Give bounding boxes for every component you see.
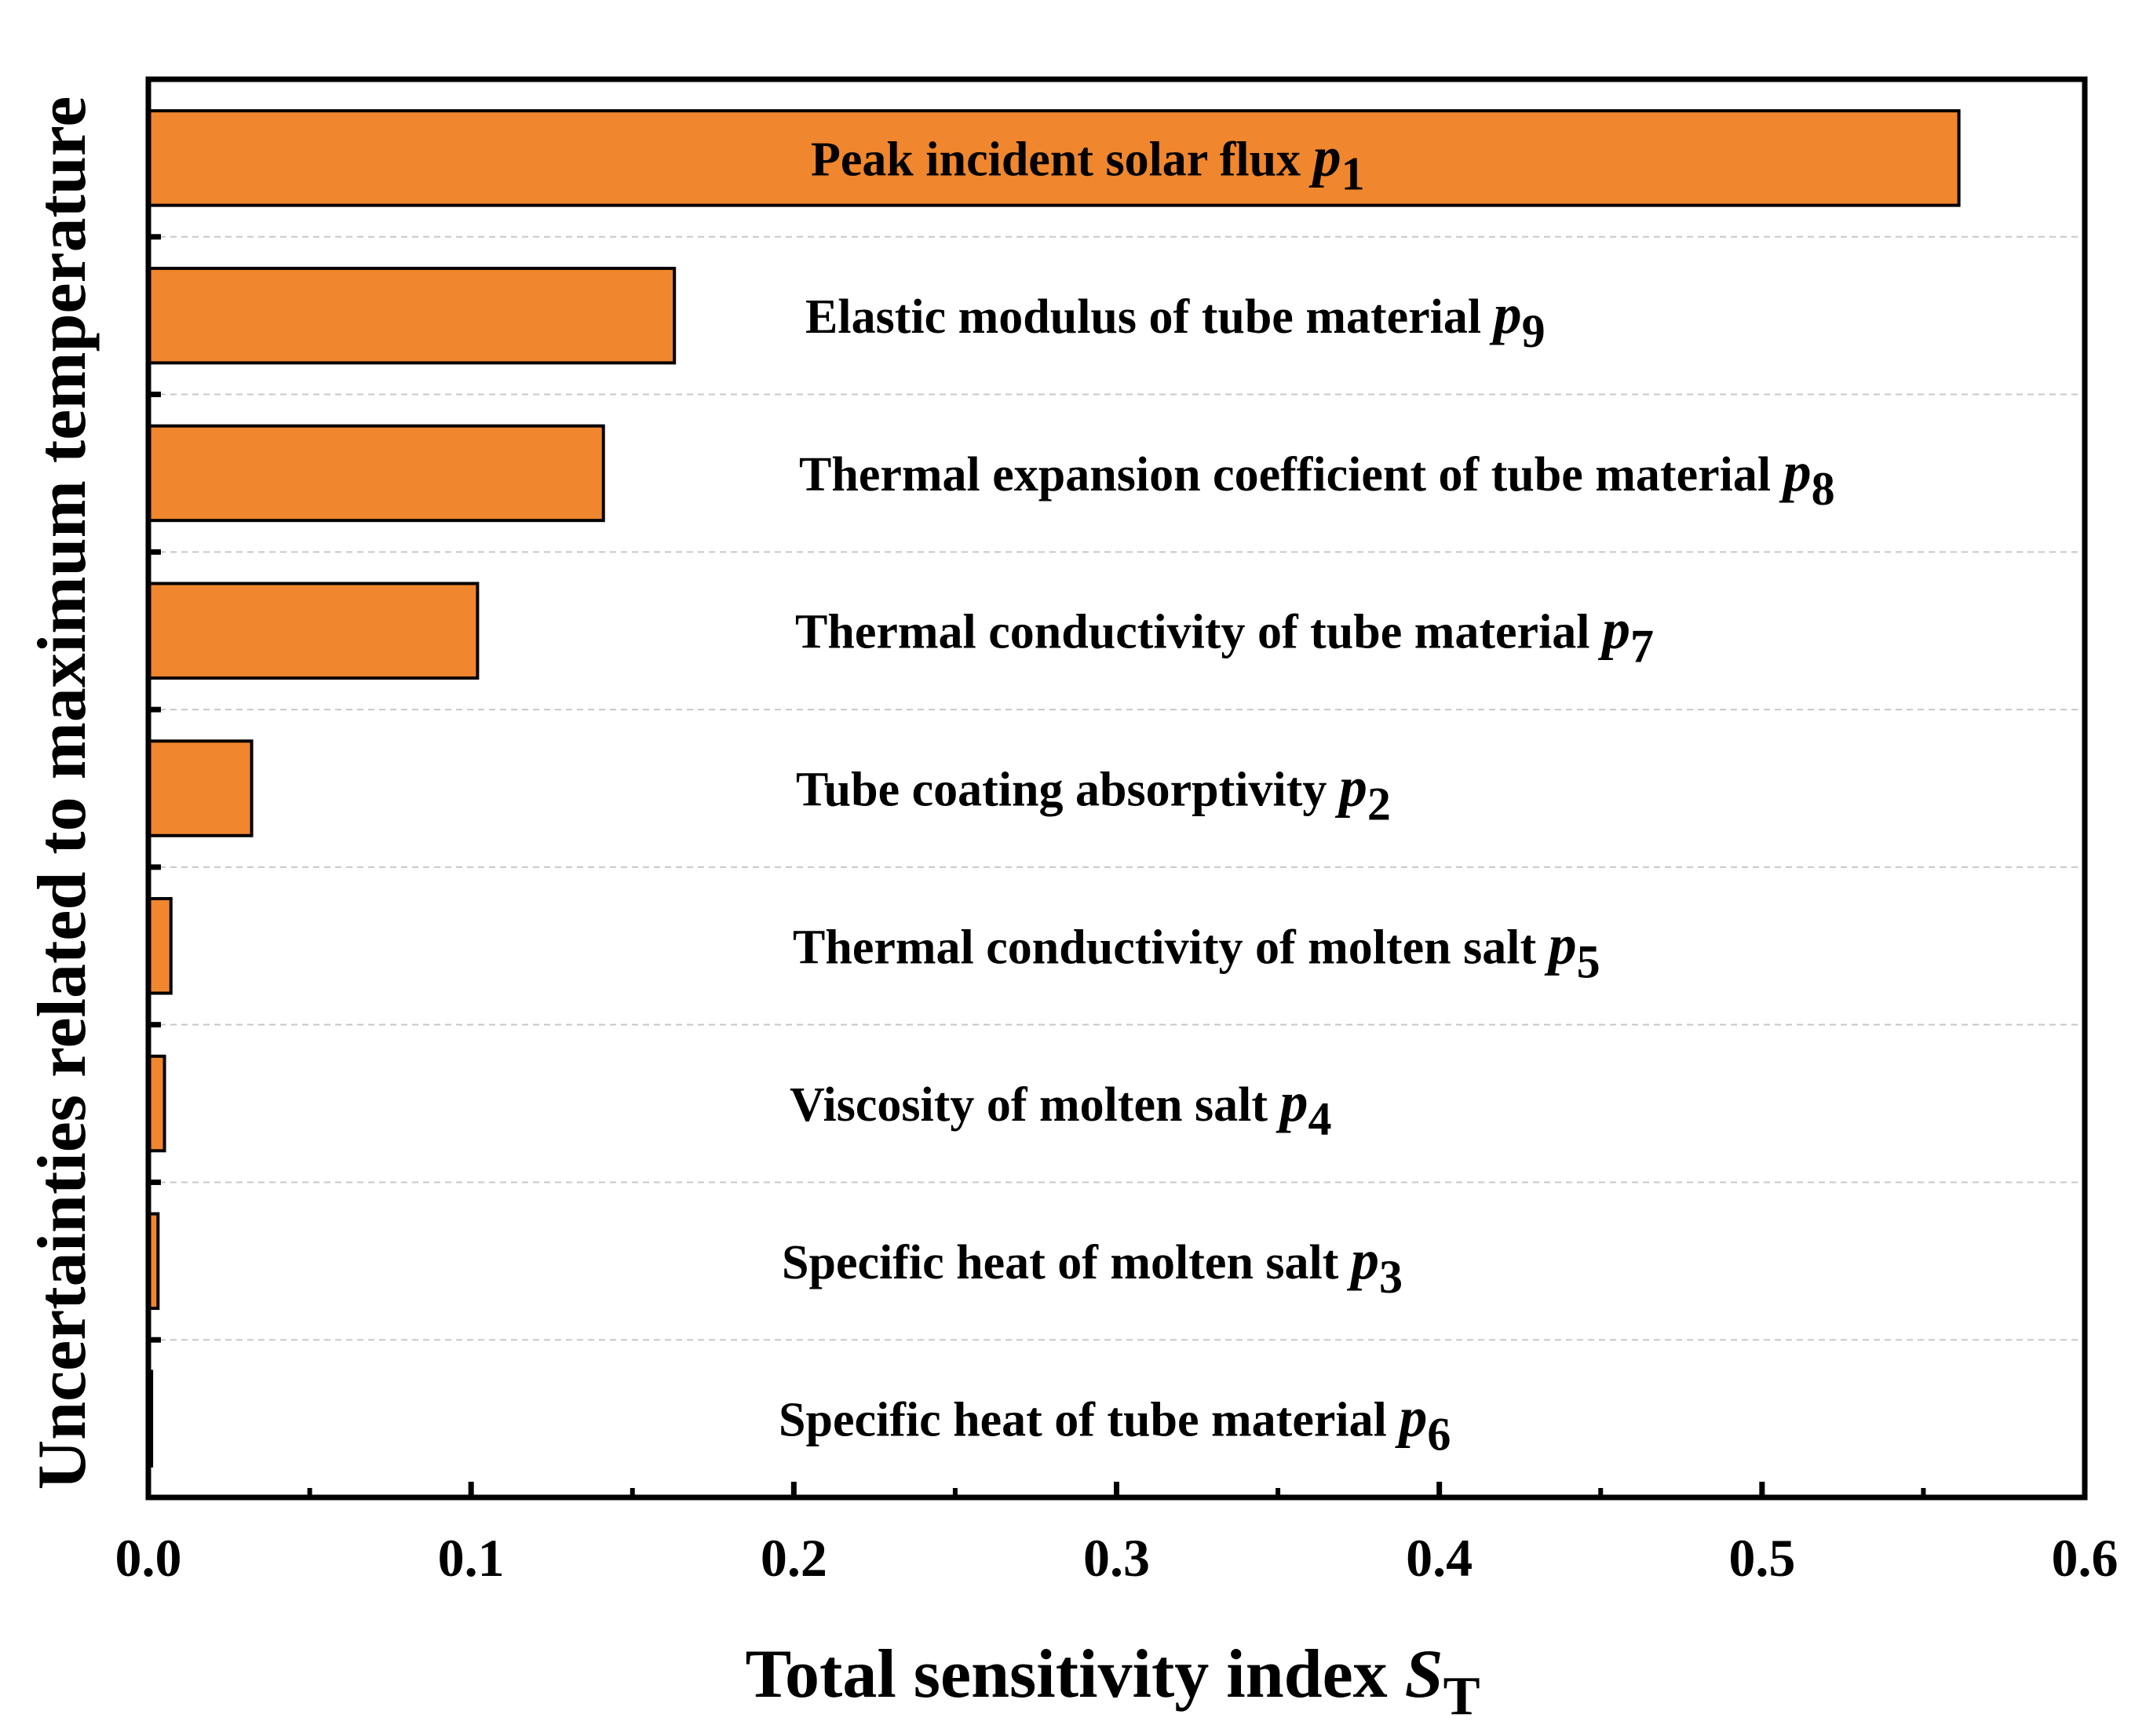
bar-label-subscript: 1 [1341,148,1365,199]
x-tick-label: 0.1 [438,1528,505,1588]
bar-label-text: Elastic modulus of tube material [805,290,1494,344]
bar-label-symbol: p [1779,440,1812,503]
bar-label-subscript: 4 [1308,1093,1332,1145]
bar-label-text: Thermal conductivity of molten salt [793,921,1549,974]
x-tick-label: 0.6 [2052,1528,2119,1588]
bar-label-p7: Thermal conductivity of tube material p7 [795,598,1654,673]
bar-p9 [147,266,677,365]
bar-p7 [147,582,480,680]
bar-label-p3: Specific heat of molten salt p3 [782,1228,1403,1303]
bars [147,109,1961,1468]
gridlines [148,235,2085,1341]
x-axis-title: Total sensitivity index ST [745,1636,1480,1727]
bar-p2 [147,739,254,837]
bar-p1 [147,109,1961,207]
bar-label-symbol: p [1346,1228,1379,1291]
bar-label-subscript: 9 [1522,305,1546,357]
bar-label-text: Tube coating absorptivity [796,764,1339,817]
bar-p8 [147,424,605,523]
x-axis-title-symbol: S [1405,1636,1443,1712]
bar-label-subscript: 5 [1577,935,1600,987]
x-tick-label: 0.0 [115,1528,182,1588]
x-tick-label: 0.3 [1083,1528,1150,1588]
x-tick-label: 0.4 [1406,1528,1473,1588]
y-axis-ticks [148,76,161,1501]
bar-label-text: Specific heat of molten salt [782,1236,1351,1289]
x-axis-title-subscript: T [1443,1665,1480,1727]
x-axis-ticks: 0.0 0.1 0.2 0.3 0.4 0.5 0.6 [115,1482,2119,1588]
bar-label-symbol: p [1334,756,1367,819]
bar-label-subscript: 8 [1812,463,1835,515]
bar-label-p2: Tube coating absorptivity p2 [796,756,1391,830]
bar-label-subscript: 3 [1379,1251,1403,1303]
x-tick-label: 0.5 [1728,1528,1795,1588]
bar-label-symbol: p [1394,1386,1427,1449]
bar-label-subscript: 7 [1630,621,1654,673]
bar-label-p1: Peak incident solar flux p1 [811,125,1365,199]
bar-label-subscript: 6 [1427,1409,1451,1461]
bar-label-text: Viscosity of molten salt [790,1078,1280,1132]
bar-label-symbol: p [1489,283,1522,345]
bar-p5 [147,897,173,995]
bar-label-p6: Specific heat of tube material p6 [779,1386,1451,1461]
bar-label-text: Thermal expansion coefficient of tube ma… [799,448,1783,501]
y-axis-title: Uncertainties related to maximum tempera… [24,97,100,1490]
bar-label-text: Specific heat of tube material [779,1394,1399,1447]
x-tick-label: 0.2 [761,1528,827,1588]
bar-label-symbol: p [1308,125,1341,188]
bar-label-subscript: 2 [1367,779,1391,830]
bar-label-text: Peak incident solar flux [811,133,1313,186]
bar-label-symbol: p [1597,598,1630,661]
bar-label-p9: Elastic modulus of tube material p9 [805,283,1546,357]
bar-label-p5: Thermal conductivity of molten salt p5 [793,913,1600,987]
bar-label-text: Thermal conductivity of tube material [795,606,1602,659]
bar-label-p4: Viscosity of molten salt p4 [790,1070,1332,1145]
x-axis-title-text: Total sensitivity index [745,1636,1387,1712]
bar-label-symbol: p [1544,913,1577,976]
bar-label-symbol: p [1276,1070,1308,1133]
bar-label-p8: Thermal expansion coefficient of tube ma… [799,440,1835,515]
